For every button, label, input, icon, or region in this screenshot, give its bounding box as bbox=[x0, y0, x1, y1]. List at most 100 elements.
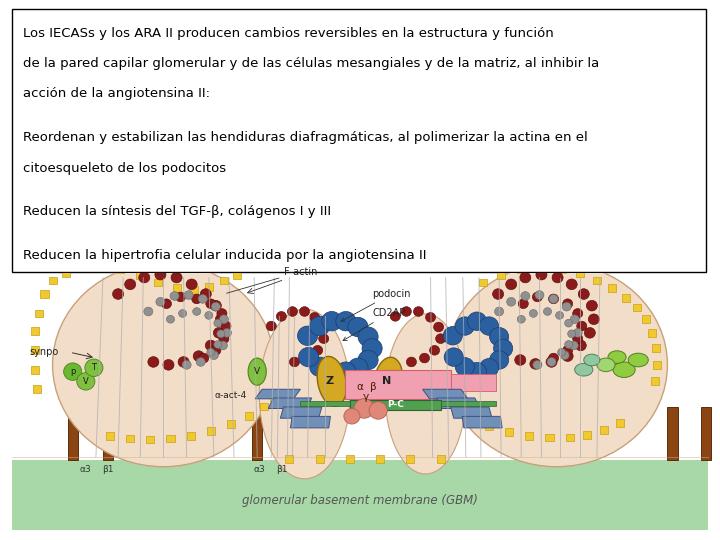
Bar bbox=[497, 271, 505, 279]
Circle shape bbox=[362, 339, 382, 358]
Circle shape bbox=[430, 346, 440, 355]
Circle shape bbox=[156, 298, 165, 306]
Text: T: T bbox=[91, 363, 96, 372]
Circle shape bbox=[77, 373, 95, 390]
Polygon shape bbox=[255, 389, 300, 399]
Circle shape bbox=[552, 272, 563, 283]
Circle shape bbox=[211, 302, 220, 311]
Text: Reducen la síntesis del TGF-β, colágenos I y III: Reducen la síntesis del TGF-β, colágenos… bbox=[23, 205, 331, 218]
Circle shape bbox=[567, 330, 576, 338]
Circle shape bbox=[406, 357, 416, 367]
Circle shape bbox=[578, 289, 589, 299]
Bar bbox=[33, 385, 42, 393]
Bar bbox=[400, 380, 408, 386]
Text: CD2AP: CD2AP bbox=[343, 308, 405, 341]
Circle shape bbox=[217, 308, 227, 318]
Circle shape bbox=[310, 316, 330, 336]
Circle shape bbox=[179, 309, 186, 318]
Bar bbox=[154, 279, 163, 286]
Circle shape bbox=[222, 328, 231, 337]
Circle shape bbox=[184, 291, 193, 299]
Circle shape bbox=[515, 355, 526, 366]
Bar bbox=[642, 315, 650, 323]
Circle shape bbox=[171, 272, 182, 283]
Circle shape bbox=[319, 334, 329, 343]
Circle shape bbox=[166, 315, 174, 323]
Bar bbox=[62, 269, 70, 276]
Bar bbox=[633, 303, 642, 312]
Bar bbox=[32, 366, 40, 374]
Circle shape bbox=[529, 309, 537, 318]
Circle shape bbox=[193, 351, 204, 361]
Circle shape bbox=[155, 269, 166, 280]
Text: P-C: P-C bbox=[387, 400, 404, 409]
Circle shape bbox=[390, 312, 400, 321]
Text: Z: Z bbox=[325, 376, 334, 386]
Circle shape bbox=[413, 307, 423, 316]
Circle shape bbox=[585, 327, 595, 338]
Ellipse shape bbox=[317, 356, 346, 406]
Circle shape bbox=[205, 340, 216, 351]
Circle shape bbox=[358, 350, 378, 370]
Circle shape bbox=[480, 359, 498, 377]
Circle shape bbox=[112, 289, 124, 299]
Circle shape bbox=[570, 315, 579, 323]
Circle shape bbox=[217, 330, 225, 338]
Bar bbox=[485, 422, 493, 430]
Bar bbox=[40, 290, 48, 298]
Circle shape bbox=[530, 359, 541, 369]
Polygon shape bbox=[280, 407, 322, 418]
Bar bbox=[220, 276, 228, 285]
Circle shape bbox=[556, 312, 564, 319]
Bar bbox=[252, 407, 262, 460]
Circle shape bbox=[300, 307, 310, 316]
Ellipse shape bbox=[248, 358, 266, 385]
Circle shape bbox=[348, 318, 368, 337]
Circle shape bbox=[196, 357, 205, 366]
Ellipse shape bbox=[597, 358, 615, 372]
Bar bbox=[701, 407, 711, 460]
Bar bbox=[350, 400, 441, 410]
Bar bbox=[505, 428, 513, 436]
Text: α-act-4: α-act-4 bbox=[215, 392, 247, 400]
Circle shape bbox=[544, 308, 552, 315]
Bar bbox=[12, 460, 708, 530]
Text: α3: α3 bbox=[80, 465, 91, 474]
Text: γ: γ bbox=[363, 392, 369, 402]
Circle shape bbox=[562, 299, 572, 308]
Bar bbox=[116, 265, 124, 273]
Circle shape bbox=[490, 327, 508, 346]
Bar bbox=[146, 436, 154, 443]
Polygon shape bbox=[436, 398, 480, 408]
Bar bbox=[204, 284, 213, 291]
Text: α: α bbox=[356, 382, 364, 392]
Circle shape bbox=[562, 351, 573, 361]
Text: β: β bbox=[370, 382, 377, 392]
Bar bbox=[68, 407, 78, 460]
Bar bbox=[557, 265, 566, 273]
Text: β1: β1 bbox=[276, 465, 287, 474]
Circle shape bbox=[218, 341, 228, 350]
Ellipse shape bbox=[613, 362, 635, 377]
Circle shape bbox=[505, 279, 517, 289]
Circle shape bbox=[436, 334, 446, 343]
Ellipse shape bbox=[53, 263, 274, 467]
Circle shape bbox=[455, 317, 474, 335]
Text: β1: β1 bbox=[102, 465, 114, 474]
Polygon shape bbox=[290, 416, 330, 428]
Text: synpo: synpo bbox=[30, 347, 58, 357]
Circle shape bbox=[535, 291, 544, 299]
Bar bbox=[441, 401, 496, 406]
Circle shape bbox=[85, 359, 103, 376]
Ellipse shape bbox=[608, 351, 626, 363]
Circle shape bbox=[549, 294, 559, 303]
Circle shape bbox=[444, 348, 464, 366]
Text: podocin: podocin bbox=[341, 289, 410, 321]
Circle shape bbox=[401, 307, 411, 316]
Circle shape bbox=[310, 357, 330, 376]
Ellipse shape bbox=[628, 353, 648, 367]
Bar bbox=[32, 347, 40, 354]
Bar bbox=[479, 279, 487, 286]
Text: N: N bbox=[382, 376, 391, 386]
Ellipse shape bbox=[385, 314, 466, 474]
